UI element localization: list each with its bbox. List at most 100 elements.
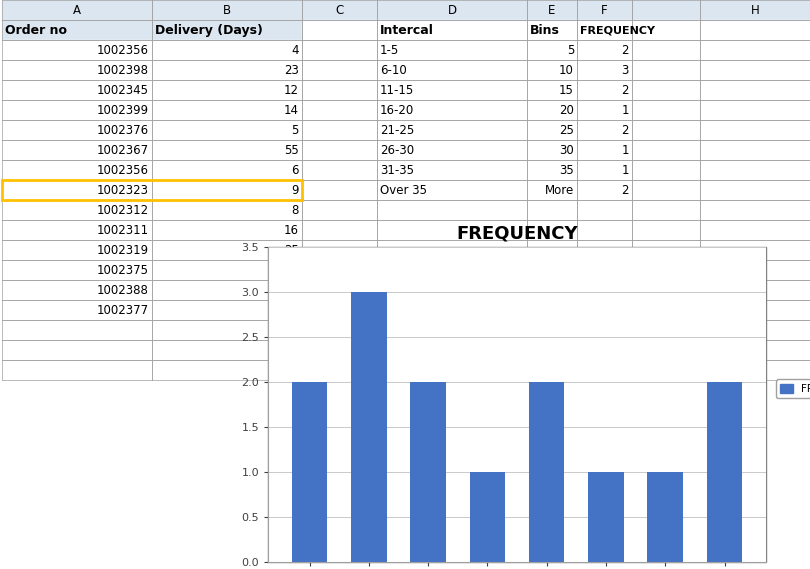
Bar <box>577 340 632 360</box>
Bar <box>302 160 377 180</box>
Bar <box>700 100 810 120</box>
Bar <box>2 340 152 360</box>
Bar <box>152 80 302 100</box>
Bar <box>2 40 152 60</box>
Text: 1002398: 1002398 <box>97 64 149 76</box>
Text: 1002356: 1002356 <box>97 163 149 176</box>
Text: F: F <box>601 3 608 17</box>
Bar <box>632 20 700 40</box>
Bar <box>632 200 700 220</box>
Bar <box>2 300 152 320</box>
Bar <box>632 260 700 280</box>
Bar <box>152 40 302 60</box>
Text: 2: 2 <box>621 183 629 196</box>
Bar <box>377 0 527 20</box>
Bar <box>377 100 527 120</box>
Bar <box>577 120 632 140</box>
Bar <box>632 100 700 120</box>
Text: More: More <box>545 183 574 196</box>
Bar <box>632 120 700 140</box>
Bar <box>577 0 632 20</box>
Bar <box>577 360 632 380</box>
Bar <box>632 240 700 260</box>
Bar <box>152 220 302 240</box>
Text: 1002376: 1002376 <box>97 123 149 137</box>
Text: 20: 20 <box>559 104 574 117</box>
Bar <box>700 300 810 320</box>
Bar <box>152 320 302 340</box>
Text: 1002399: 1002399 <box>97 104 149 117</box>
Bar <box>302 80 377 100</box>
Bar <box>302 300 377 320</box>
Bar <box>2 180 152 200</box>
Bar <box>2 220 152 240</box>
Bar <box>2 60 152 80</box>
Text: 11-15: 11-15 <box>380 84 414 97</box>
Text: 1: 1 <box>621 163 629 176</box>
Bar <box>700 40 810 60</box>
Bar <box>577 180 632 200</box>
Text: 1002345: 1002345 <box>97 84 149 97</box>
Text: 2: 2 <box>621 43 629 56</box>
Bar <box>377 200 527 220</box>
Text: Order no: Order no <box>5 23 67 36</box>
Bar <box>351 292 386 562</box>
Bar <box>706 382 742 562</box>
Text: 2: 2 <box>621 123 629 137</box>
Bar <box>577 100 632 120</box>
Text: 1-5: 1-5 <box>380 43 399 56</box>
Bar <box>577 260 632 280</box>
Bar <box>577 60 632 80</box>
Bar <box>527 240 577 260</box>
Text: 1002311: 1002311 <box>97 224 149 237</box>
Bar <box>377 300 527 320</box>
Bar <box>302 280 377 300</box>
Bar <box>377 240 527 260</box>
Bar <box>700 180 810 200</box>
Bar <box>268 247 766 562</box>
Bar <box>302 40 377 60</box>
Bar <box>377 180 527 200</box>
Bar <box>700 240 810 260</box>
Bar <box>152 260 302 280</box>
Text: 21-25: 21-25 <box>380 123 414 137</box>
Text: 15: 15 <box>559 84 574 97</box>
Bar <box>302 200 377 220</box>
Bar <box>527 340 577 360</box>
Text: 1: 1 <box>621 104 629 117</box>
Bar <box>152 340 302 360</box>
Bar <box>152 20 302 40</box>
Bar <box>632 220 700 240</box>
Bar <box>302 340 377 360</box>
Text: 1002388: 1002388 <box>97 283 149 296</box>
Bar <box>700 220 810 240</box>
Bar <box>527 280 577 300</box>
Bar <box>2 320 152 340</box>
Bar <box>700 80 810 100</box>
Bar <box>527 200 577 220</box>
Bar <box>152 120 302 140</box>
Text: 23: 23 <box>284 64 299 76</box>
Bar <box>700 340 810 360</box>
Bar <box>302 360 377 380</box>
Text: 1002356: 1002356 <box>97 43 149 56</box>
Bar <box>527 320 577 340</box>
Bar <box>700 200 810 220</box>
Text: 31-35: 31-35 <box>380 163 414 176</box>
Bar <box>577 300 632 320</box>
Bar <box>302 240 377 260</box>
Bar <box>2 280 152 300</box>
Bar <box>302 140 377 160</box>
Bar <box>152 180 302 200</box>
Bar <box>588 472 624 562</box>
Bar <box>632 60 700 80</box>
Bar <box>2 120 152 140</box>
Bar <box>377 120 527 140</box>
Bar <box>577 20 632 40</box>
Bar <box>152 160 302 180</box>
Bar <box>527 180 577 200</box>
Bar <box>647 472 683 562</box>
Text: Over 35: Over 35 <box>380 183 427 196</box>
Bar <box>2 200 152 220</box>
Legend: FREQUENCY: FREQUENCY <box>776 380 810 398</box>
